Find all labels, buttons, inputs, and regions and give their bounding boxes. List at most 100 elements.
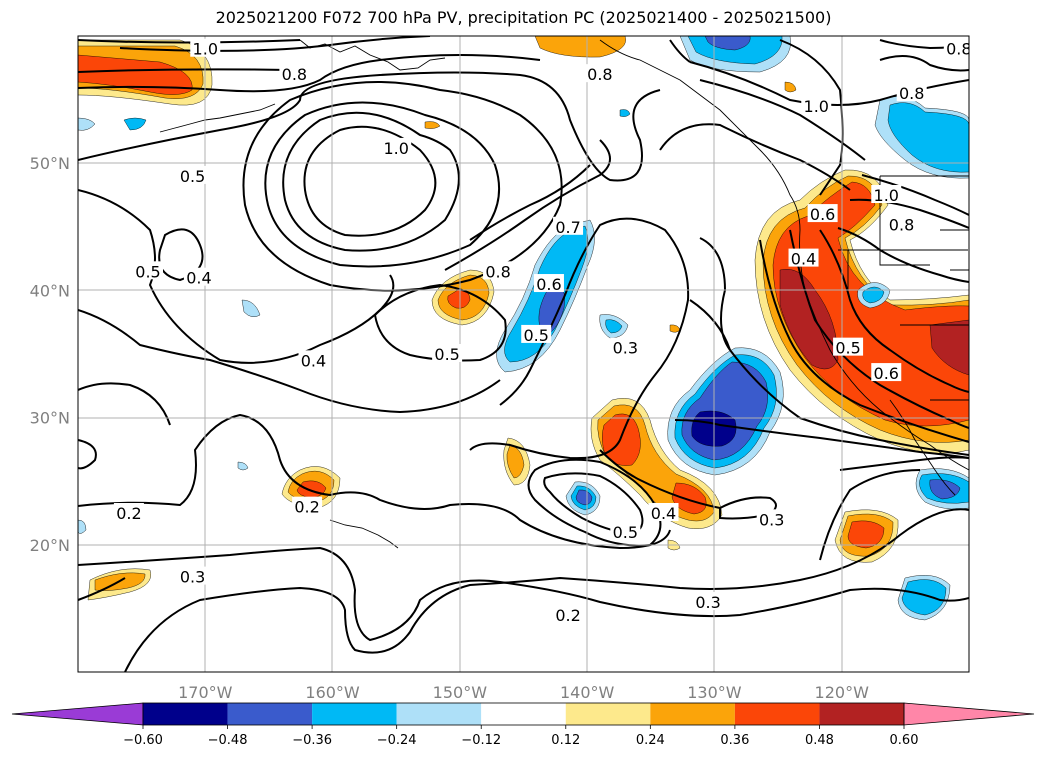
lon-tick-label: 150°W: [433, 683, 488, 702]
colorbar-segment: [396, 703, 482, 725]
colorbar: −0.60 −0.48 −0.36 −0.24 −0.12 0.12 0.24 0.36 0.4…: [11, 702, 1035, 748]
coastline: [299, 39, 446, 71]
contour-label: 0.8: [899, 84, 924, 103]
precip-area-top-negative: [704, 36, 751, 51]
contour-label: 0.4: [791, 250, 816, 269]
lon-tick-label: 140°W: [560, 683, 615, 702]
contour-label: 0.4: [651, 504, 676, 523]
precip-speck: [605, 319, 623, 334]
colorbar-tick-label: −0.60: [123, 733, 163, 748]
contour-label-halo: [521, 324, 552, 343]
pv-contour-line: [719, 496, 777, 520]
pv-contour-line: [659, 123, 851, 191]
precip-speck: [78, 117, 96, 131]
colorbar-segment: [734, 703, 820, 725]
pv-contour-line: [78, 309, 501, 414]
contour-label-halo: [871, 363, 902, 382]
contour-label: 0.6: [874, 364, 899, 383]
contour-label-halo: [298, 350, 329, 369]
pv-contour-line: [839, 456, 969, 471]
pv-contour-line: [78, 68, 291, 73]
precip-area-east-negative: [929, 479, 961, 500]
contour-label-halo: [871, 185, 902, 203]
colorbar-tick-label: 0.36: [720, 733, 749, 748]
precip-area-top-positive: [534, 36, 626, 58]
contour-label-halo: [807, 204, 838, 223]
contour-label-halo: [943, 38, 969, 57]
pv-contour-line: [819, 229, 969, 393]
plot-frame: [77, 35, 970, 673]
pv-contour-line: [78, 439, 97, 470]
contour-label: 0.5: [180, 167, 205, 186]
contour-label: 1.0: [383, 139, 408, 158]
coastline: [159, 103, 276, 133]
colorbar-segment: [565, 703, 651, 725]
contour-label: 0.8: [946, 40, 971, 59]
colorbar-tick-label: −0.36: [292, 733, 332, 748]
colorbar-tick-label: 0.60: [890, 733, 919, 748]
contour-label: 0.5: [613, 523, 638, 542]
lat-tick-label: 30°N: [30, 409, 70, 428]
pv-contour-line: [78, 577, 126, 601]
pv-contour-labels: 1.0 0.8 0.8 0.8 1.0 1.0 0.8 0.8 1.0 0.5 0.7 0.8 0.6 0…: [113, 38, 971, 625]
precip-area-south-positive: [602, 413, 641, 466]
precip-area-nw-positive: [78, 54, 193, 95]
coastline: [599, 39, 801, 231]
longitude-tick-labels: 170°W 160°W 150°W 140°W 130°W 120°W: [178, 683, 869, 702]
pv-contour-line: [78, 546, 969, 642]
pv-contour-line: [264, 101, 501, 268]
pv-contour-line: [469, 164, 591, 241]
pv-contour-line: [759, 239, 969, 443]
precip-area-west-coast-positive: [779, 269, 839, 370]
pv-contour-line: [444, 139, 611, 271]
contour-label: 1.0: [874, 186, 899, 205]
contour-label: 0.5: [524, 326, 549, 345]
contour-label-halo: [886, 214, 917, 233]
contour-label: 0.5: [434, 345, 459, 364]
precip-speck: [424, 121, 441, 129]
contour-label: 1.0: [804, 97, 829, 116]
contour-label-halo: [381, 137, 412, 156]
colorbar-segment: [819, 703, 904, 725]
contour-label-halo: [833, 337, 864, 356]
precip-area-se-negative: [901, 579, 947, 616]
pv-contour-line: [124, 508, 969, 672]
contour-label-halo: [113, 503, 144, 521]
pv-contour-line: [819, 469, 921, 561]
contour-label-halo: [432, 344, 463, 362]
coastline: [889, 399, 956, 496]
lon-tick-label: 130°W: [687, 683, 742, 702]
contour-label-halo: [177, 165, 208, 184]
colorbar-extend-max: [903, 702, 1035, 726]
colorbar-frame: [142, 702, 905, 726]
contour-label-halo: [483, 261, 514, 280]
pv-contour-line: [849, 198, 969, 229]
contour-label: 0.4: [186, 269, 211, 288]
coastline: [879, 175, 969, 266]
contour-label-halo: [279, 64, 310, 83]
lat-tick-label: 40°N: [30, 281, 70, 300]
pv-contour-line: [469, 217, 690, 460]
pv-contour-line: [779, 39, 844, 196]
lat-tick-label: 50°N: [30, 154, 70, 173]
contour-label-halo: [553, 604, 584, 623]
colorbar-extend-min: [11, 702, 144, 726]
contour-label-halo: [648, 503, 679, 521]
contour-label: 0.7: [555, 218, 580, 237]
lon-tick-label: 170°W: [178, 683, 233, 702]
precip-area-small-positive: [506, 444, 525, 479]
contour-label-halo: [788, 248, 819, 267]
colorbar-tick-label: 0.24: [636, 733, 665, 748]
contour-label: 0.5: [835, 339, 860, 358]
precip-area-coast-negative: [862, 286, 885, 304]
contour-label-halo: [801, 95, 832, 114]
pv-contour-line: [689, 299, 731, 351]
pv-contour-line: [699, 79, 866, 161]
contour-label-halo: [584, 64, 615, 83]
pv-contour-line: [78, 54, 541, 93]
latitude-tick-labels: 50°N 40°N 30°N 20°N: [30, 154, 70, 555]
precip-area-ne-negative: [887, 102, 969, 173]
pv-contour-line: [669, 39, 691, 63]
pv-contour-line: [674, 419, 969, 459]
